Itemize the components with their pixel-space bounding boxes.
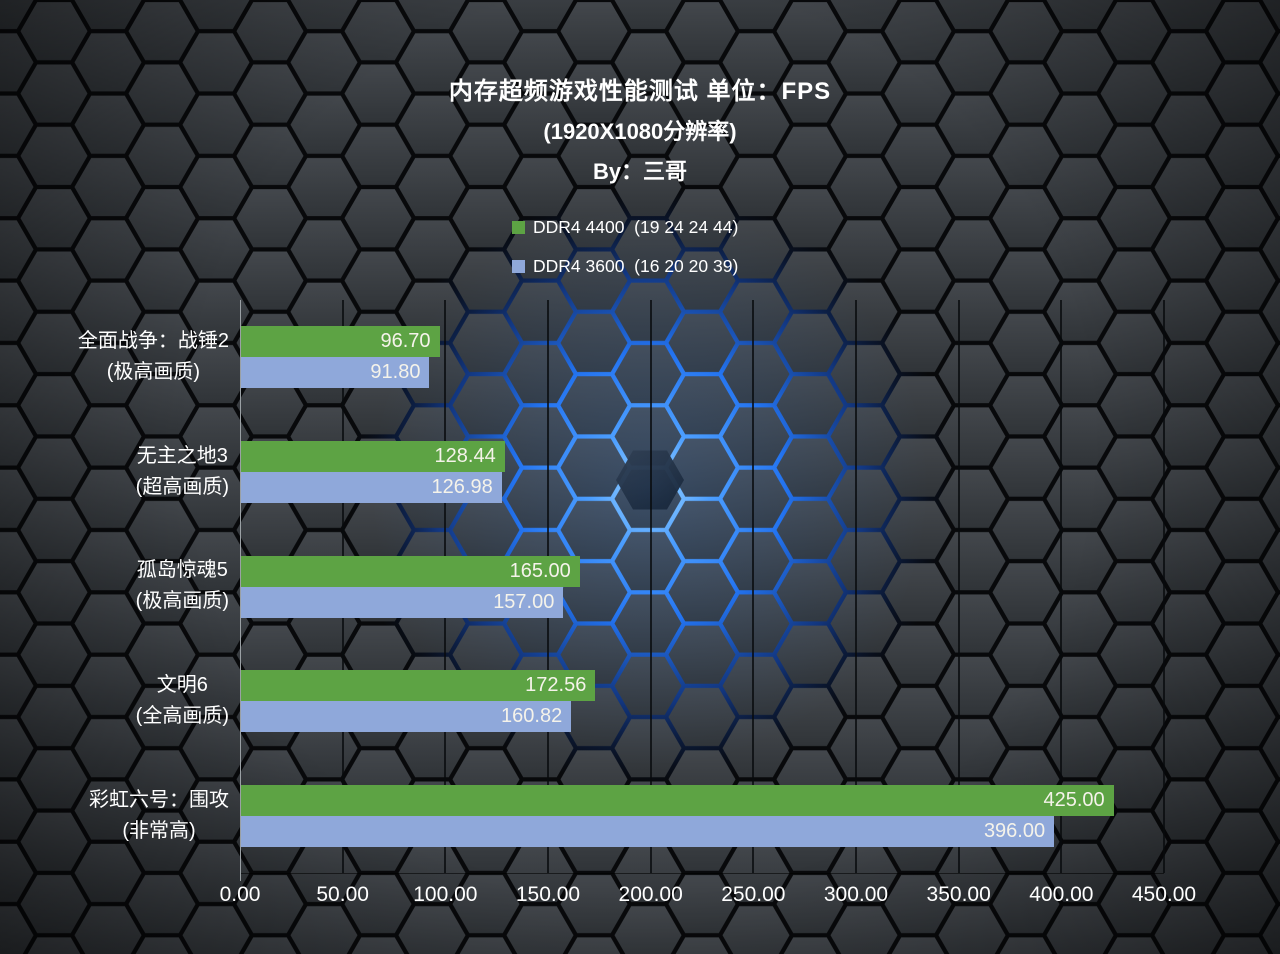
chart-title: 内存超频游戏性能测试 单位：FPS (1920X1080分辨率) By：三哥 [0, 72, 1280, 192]
plot-area: 96.70 91.80 128.44 126.98 165.00 157.00 172.56… [240, 300, 1165, 881]
chart-title-author: By：三哥 [592, 159, 688, 184]
legend-item: DDR4 4400 (19 24 24 44) [512, 208, 738, 247]
category-name: 全面战争：战锤2 [77, 330, 229, 353]
x-tick-label: 150.00 [515, 883, 581, 906]
category-label: 无主之地3 (超高画质) [0, 415, 229, 530]
category-label-text: 无主之地3 (超高画质) [136, 441, 229, 503]
x-tick-label: 50.00 [316, 883, 369, 906]
x-tick-label: 300.00 [823, 883, 889, 906]
bar-value-label: 396.00 [983, 819, 1046, 842]
bar-series1-cat3: 165.00 [241, 555, 580, 587]
x-tick-label: 0.00 [219, 883, 261, 906]
x-tick-label: 200.00 [618, 883, 683, 906]
bar-series2-cat5: 396.00 [241, 815, 1055, 847]
bar-value-label: 160.82 [501, 705, 563, 728]
category-label: 全面战争：战锤2 (极高画质) [0, 300, 229, 415]
category-quality: (非常高) [122, 819, 196, 842]
x-axis-origin-tick [240, 873, 241, 881]
category-quality: (极高画质) [135, 590, 229, 613]
category-label-text: 全面战争：战锤2 (极高画质) [78, 326, 229, 388]
bar-series2-cat1: 91.80 [241, 357, 430, 389]
bar-value-label: 165.00 [509, 559, 571, 582]
legend-label: DDR4 4400 (19 24 24 44) [533, 217, 739, 237]
x-axis-line [240, 873, 1164, 874]
gridline [752, 300, 755, 873]
gridline [649, 300, 652, 873]
x-tick-label: 450.00 [1131, 883, 1197, 906]
bar-series2-cat3: 157.00 [241, 586, 564, 618]
x-tick-label: 400.00 [1029, 883, 1094, 906]
bar-series1-cat1: 96.70 [241, 326, 440, 358]
legend-label: DDR4 3600 (16 20 20 39) [533, 256, 739, 276]
bar-series1-cat4: 172.56 [241, 670, 596, 702]
category-quality: (超高画质) [135, 475, 229, 498]
x-tick-label: 350.00 [926, 883, 991, 906]
chart-title-line2: (1920X1080分辨率) [543, 119, 737, 144]
category-label-text: 彩虹六号：围攻 (非常高) [89, 785, 229, 847]
y-axis-line [240, 300, 241, 873]
category-name: 彩虹六号：围攻 [89, 788, 229, 811]
x-tick-label: 100.00 [413, 883, 478, 906]
x-axis: 0.00 50.00 100.00 150.00 200.00 250.00 300.00 3… [220, 883, 1197, 915]
category-name: 文明6 [156, 674, 208, 697]
bar-value-label: 172.56 [525, 674, 587, 697]
category-name: 孤岛惊魂5 [136, 559, 228, 582]
category-quality: (极高画质) [106, 361, 201, 384]
bar-series2-cat2: 126.98 [241, 471, 502, 503]
category-label: 文明6 (全高画质) [0, 644, 229, 759]
bar-value-label: 91.80 [370, 361, 421, 384]
x-tick-label: 250.00 [721, 883, 786, 906]
category-label-text: 文明6 (全高画质) [136, 670, 229, 732]
gridline [957, 300, 960, 873]
category-label-text: 孤岛惊魂5 (极高画质) [136, 555, 229, 617]
gridline [1163, 300, 1165, 873]
legend-item: DDR4 3600 (16 20 20 39) [512, 247, 738, 286]
category-label: 彩虹六号：围攻 (非常高) [0, 758, 229, 873]
legend-swatch-blue [512, 260, 525, 273]
bar-value-label: 425.00 [1043, 788, 1105, 811]
category-quality: (全高画质) [135, 705, 229, 728]
bar-series1-cat5: 425.00 [241, 784, 1114, 816]
gridline [1060, 300, 1063, 873]
category-label: 孤岛惊魂5 (极高画质) [0, 529, 229, 644]
bar-value-label: 157.00 [493, 590, 555, 613]
category-axis: 全面战争：战锤2 (极高画质) 无主之地3 (超高画质) 孤岛惊魂5 (极高画质) 文明6 (… [0, 300, 229, 873]
category-name: 无主之地3 [136, 444, 228, 467]
bar-series1-cat2: 128.44 [241, 440, 505, 472]
legend-swatch-green [512, 221, 525, 234]
bar-value-label: 126.98 [431, 475, 493, 498]
bar-value-label: 96.70 [380, 330, 431, 353]
bar-series2-cat4: 160.82 [241, 701, 572, 733]
legend: DDR4 4400 (19 24 24 44) DDR4 3600 (16 20 … [512, 208, 738, 286]
gridline [855, 300, 857, 873]
chart-title-line1: 内存超频游戏性能测试 单位：FPS [448, 78, 832, 105]
bar-value-label: 128.44 [434, 444, 496, 467]
